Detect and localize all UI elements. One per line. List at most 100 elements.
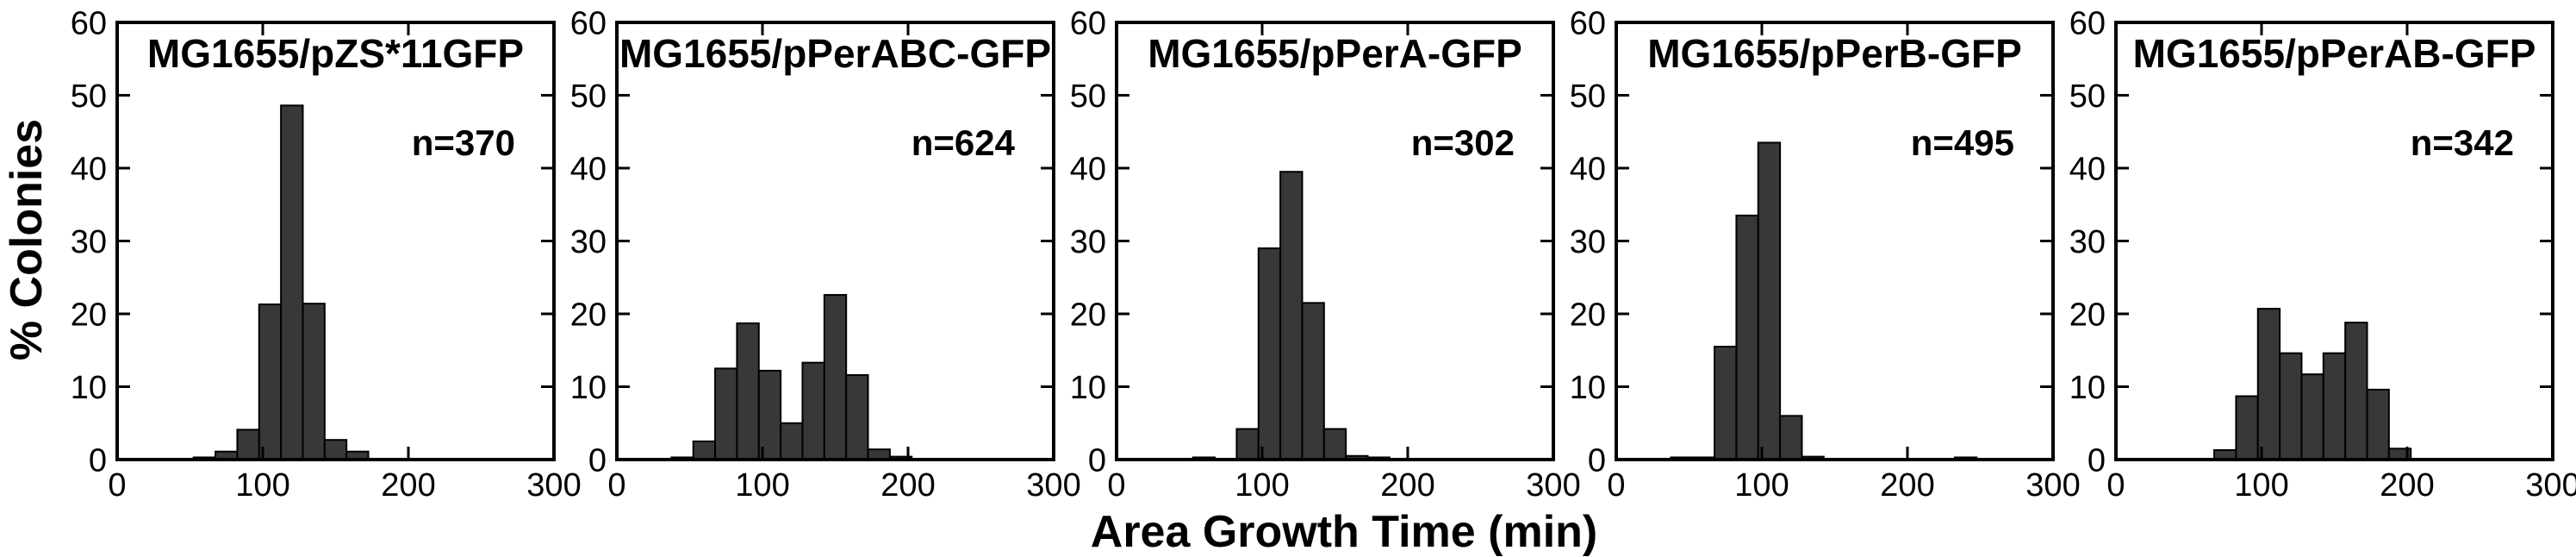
y-tick-label: 30	[1070, 224, 1106, 260]
histogram-bar	[1235, 428, 1260, 461]
y-tick-label: 60	[570, 5, 607, 41]
y-tick-label: 40	[71, 151, 107, 187]
y-tick-label: 40	[2069, 151, 2106, 187]
y-tick-label: 20	[1570, 297, 1606, 333]
histogram-bar	[1257, 247, 1282, 461]
sample-size-label: n=495	[1911, 122, 2014, 163]
x-tick-label: 100	[235, 467, 289, 504]
histogram-bar	[1757, 141, 1782, 460]
panel-title: MG1655/pPerABC-GFP	[619, 31, 1051, 76]
y-tick-label: 0	[588, 442, 607, 479]
histogram-bar	[1735, 214, 1759, 460]
panel-title: MG1655/pPerB-GFP	[1647, 31, 2022, 76]
y-tick-label: 0	[89, 442, 107, 479]
y-tick-label: 20	[570, 297, 607, 333]
y-tick-label: 60	[1070, 5, 1106, 41]
panel-title: MG1655/pZS*11GFP	[147, 31, 524, 76]
histogram-panel: 0 10 20 30 40 50 60 0 100 200 300 MG1655/pPerABC-GF…	[570, 5, 1081, 504]
x-tick-label: 100	[2234, 467, 2288, 504]
y-tick-label: 30	[71, 224, 107, 260]
histogram-bar	[258, 304, 283, 461]
x-tick-label: 300	[1026, 467, 1080, 504]
plot-box	[1615, 21, 2055, 461]
histogram-bar	[714, 367, 738, 461]
y-tick-label: 0	[1088, 442, 1106, 479]
y-tick-label: 60	[1570, 5, 1606, 41]
x-tick-label: 100	[1235, 467, 1289, 504]
x-tick-label: 300	[2025, 467, 2080, 504]
y-tick-label: 20	[1070, 297, 1106, 333]
histogram-bar	[736, 322, 760, 460]
x-tick-label: 0	[1607, 467, 1625, 504]
histogram-bar	[2279, 352, 2303, 461]
y-tick-label: 10	[570, 370, 607, 406]
histogram-bar	[302, 303, 326, 461]
x-tick-label: 200	[2380, 467, 2434, 504]
y-tick-label: 30	[570, 224, 607, 260]
histogram-bar	[1714, 346, 1738, 460]
histogram-bar	[236, 429, 260, 460]
y-tick-label: 50	[71, 78, 107, 115]
panel-title: MG1655/pPerAB-GFP	[2133, 31, 2536, 76]
x-tick-label: 300	[526, 467, 581, 504]
y-tick-label: 50	[1570, 78, 1606, 115]
histogram-panel: 0 10 20 30 40 50 60 0 100 200 300 MG1655/pPerA-GFP n…	[1070, 5, 1581, 504]
plot-box	[2114, 21, 2554, 461]
histogram-bar	[801, 361, 825, 460]
histogram-bar	[823, 294, 848, 460]
histogram-bar	[1779, 415, 1803, 460]
x-axis-label: Area Growth Time (min)	[1091, 507, 1597, 557]
x-tick-label: 100	[1734, 467, 1789, 504]
sample-size-label: n=342	[2411, 122, 2514, 163]
y-tick-label: 0	[2088, 442, 2106, 479]
y-tick-label: 20	[2069, 297, 2106, 333]
histogram-bar	[845, 373, 869, 461]
plot-box	[115, 21, 556, 461]
y-axis-label: % Colonies	[2, 119, 52, 360]
histogram-bar	[1279, 171, 1304, 460]
histogram-bar	[780, 422, 804, 460]
y-tick-label: 20	[71, 297, 107, 333]
histogram-bar	[1322, 428, 1347, 461]
histogram-bar	[280, 104, 304, 461]
y-tick-label: 10	[2069, 370, 2106, 406]
histogram-bar	[2300, 373, 2324, 461]
histogram-bar	[2235, 395, 2259, 460]
y-tick-label: 30	[2069, 224, 2106, 260]
sample-size-label: n=302	[1411, 122, 1515, 163]
histogram-bar	[323, 439, 348, 461]
histogram-bar	[2366, 388, 2390, 461]
histogram-bar	[2256, 308, 2281, 460]
histogram-bar	[692, 440, 717, 461]
y-tick-label: 40	[1070, 151, 1106, 187]
y-tick-label: 40	[1570, 151, 1606, 187]
x-tick-label: 0	[607, 467, 625, 504]
y-tick-label: 60	[2069, 5, 2106, 41]
y-tick-label: 50	[2069, 78, 2106, 115]
plot-box	[615, 21, 1055, 461]
x-tick-label: 300	[1526, 467, 1580, 504]
y-tick-label: 40	[570, 151, 607, 187]
y-tick-label: 50	[1070, 78, 1106, 115]
x-tick-label: 200	[1380, 467, 1434, 504]
x-tick-label: 300	[2525, 467, 2576, 504]
x-tick-label: 200	[1880, 467, 1934, 504]
y-tick-label: 10	[1570, 370, 1606, 406]
y-tick-label: 10	[1070, 370, 1106, 406]
x-tick-label: 0	[108, 467, 126, 504]
panel-title: MG1655/pPerA-GFP	[1148, 31, 1522, 76]
histogram-bar	[2322, 352, 2347, 461]
y-tick-label: 30	[1570, 224, 1606, 260]
sample-size-label: n=624	[912, 122, 1016, 163]
x-tick-label: 0	[1107, 467, 1125, 504]
histogram-bar	[2344, 322, 2368, 461]
histogram-panel: 0 10 20 30 40 50 60 0 100 200 300 MG1655/pZS*11GFP n…	[71, 5, 582, 504]
histogram-bar	[1301, 302, 1325, 460]
x-tick-label: 200	[880, 467, 935, 504]
histogram-bar	[757, 369, 782, 460]
y-tick-label: 50	[570, 78, 607, 115]
x-tick-label: 0	[2106, 467, 2125, 504]
